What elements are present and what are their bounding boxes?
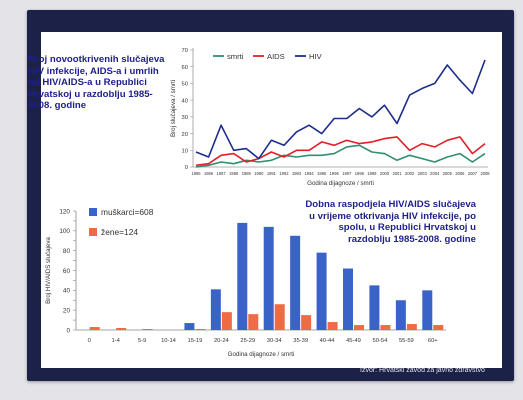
bar-zene <box>89 327 100 330</box>
line-chart-x-tick-label: 1995 <box>317 171 327 176</box>
bar-zene <box>248 314 259 330</box>
line-chart-y-tick-label: 60 <box>182 65 188 71</box>
bar-zene <box>354 325 364 330</box>
line-chart-x-axis-title: Godina dijagnoze / smrti <box>307 180 374 187</box>
line-chart-x-tick-label: 2008 <box>480 171 490 176</box>
bar-chart-x-tick-label: 40-44 <box>320 338 336 344</box>
bar-muskarci <box>237 222 248 330</box>
age-distribution-caption: Dobna raspodjela HIV/AIDS slučajeva u vr… <box>305 199 476 245</box>
bar-chart-x-tick-label: 25-29 <box>240 338 255 344</box>
line-chart-y-tick-label: 30 <box>182 115 188 121</box>
line-chart-x-tick-label: 2002 <box>405 171 415 176</box>
bar-chart-x-axis-title: Godina dijagnoze / smrti <box>228 351 295 358</box>
line-legend-label-hiv: HIV <box>309 52 323 61</box>
bar-chart-y-tick-label: 120 <box>59 208 70 215</box>
line-chart-x-tick-label: 1985 <box>191 171 201 176</box>
line-chart-x-tick-label: 1994 <box>305 171 315 176</box>
line-chart-x-tick-label: 2001 <box>392 171 402 176</box>
bar-chart-x-tick-label: 1-4 <box>111 338 120 344</box>
source-note: Izvor: Hrvatski zavod za javno zdravstvo <box>360 367 485 374</box>
bar-chart-x-tick-label: 50-54 <box>373 338 389 344</box>
bar-legend-swatch-muskarci <box>89 208 97 216</box>
line-chart-x-tick-label: 1999 <box>367 171 377 176</box>
line-legend-label-aids: AIDS <box>267 52 285 61</box>
line-series-smrti <box>195 144 486 168</box>
line-chart-y-tick-label: 20 <box>182 132 188 138</box>
hiv-cases-caption: Broj novootkrivenih slučajeva HIV infekc… <box>28 54 165 111</box>
line-chart-x-tick-label: 2000 <box>380 171 390 176</box>
line-chart-y-tick-label: 0 <box>185 165 188 171</box>
bar-zene <box>221 312 232 330</box>
line-chart-x-tick-label: 2006 <box>455 171 465 176</box>
line-chart-y-tick-label: 10 <box>182 148 188 154</box>
line-chart-x-tick-label: 1993 <box>292 171 302 176</box>
bar-muskarci <box>369 285 380 330</box>
line-chart-x-tick-label: 1997 <box>342 171 352 176</box>
bar-zene <box>433 325 444 330</box>
bar-chart-y-tick-label: 100 <box>59 228 70 235</box>
bar-chart-x-tick-label: 20-24 <box>214 338 230 344</box>
bar-zene <box>195 329 206 330</box>
bar-chart-y-tick-label: 20 <box>63 308 71 315</box>
bar-chart-x-tick-label: 30-34 <box>267 338 283 344</box>
line-chart-y-tick-label: 50 <box>182 82 188 88</box>
bar-zene <box>116 328 127 330</box>
line-chart-x-tick-label: 2003 <box>418 171 428 176</box>
bar-muskarci <box>395 300 406 330</box>
line-series-hiv <box>195 59 486 160</box>
line-chart-x-tick-label: 1987 <box>217 171 227 176</box>
bar-zene <box>274 304 285 330</box>
bar-zene <box>380 325 391 330</box>
bar-chart-x-tick-label: 0 <box>88 338 91 344</box>
bar-legend-swatch-zene <box>89 228 97 236</box>
bar-chart-x-tick-label: 55-59 <box>399 338 414 344</box>
line-chart-x-tick-label: 1998 <box>355 171 365 176</box>
bar-chart-y-tick-label: 80 <box>63 248 71 255</box>
bar-chart-y-tick-label: 0 <box>66 327 70 334</box>
line-chart-x-tick-label: 1988 <box>229 171 239 176</box>
bar-chart-y-tick-label: 60 <box>63 268 71 275</box>
bar-muskarci <box>184 323 195 330</box>
bar-muskarci <box>343 268 353 330</box>
line-chart-y-tick-label: 70 <box>182 48 188 54</box>
bar-chart-x-tick-label: 5-9 <box>138 338 146 344</box>
line-chart-y-tick-label: 40 <box>182 98 188 104</box>
line-chart-x-tick-label: 2007 <box>468 171 478 176</box>
bar-chart-x-tick-label: 35-39 <box>293 338 308 344</box>
bar-zene <box>406 324 417 330</box>
line-chart-x-tick-label: 2004 <box>430 171 440 176</box>
line-chart-y-axis-title: Broj slučajeva / smrti <box>170 80 177 137</box>
bar-muskarci <box>422 290 433 330</box>
bar-legend-label-muskarci: muškarci=608 <box>101 207 154 217</box>
line-chart-x-tick-label: 1989 <box>242 171 252 176</box>
line-chart-x-tick-label: 1996 <box>330 171 340 176</box>
line-chart-x-tick-label: 2005 <box>443 171 453 176</box>
bar-chart-x-tick-label: 15-19 <box>188 338 203 344</box>
bar-muskarci <box>210 289 221 330</box>
bar-zene <box>142 329 153 330</box>
line-chart-x-tick-label: 1991 <box>267 171 277 176</box>
bar-chart-x-tick-label: 60+ <box>428 338 438 344</box>
bar-legend-label-zene: žene=124 <box>101 227 138 237</box>
line-legend-label-smrti: smrti <box>227 52 244 61</box>
bar-chart-y-axis-title: Broj HIV/AIDS slučajeva <box>45 237 52 304</box>
bar-chart-y-tick-label: 40 <box>63 288 71 295</box>
bar-muskarci <box>290 235 301 330</box>
bar-muskarci <box>263 226 274 330</box>
bar-muskarci <box>316 252 327 330</box>
line-chart-x-tick-label: 1992 <box>279 171 289 176</box>
bar-chart-x-tick-label: 10-14 <box>161 338 177 344</box>
bar-zene <box>327 322 338 330</box>
line-chart-x-tick-label: 1986 <box>204 171 214 176</box>
line-chart-x-tick-label: 1990 <box>254 171 264 176</box>
line-series-aids <box>195 136 486 167</box>
bar-zene <box>301 315 312 330</box>
bar-chart-x-tick-label: 45-49 <box>346 338 361 344</box>
